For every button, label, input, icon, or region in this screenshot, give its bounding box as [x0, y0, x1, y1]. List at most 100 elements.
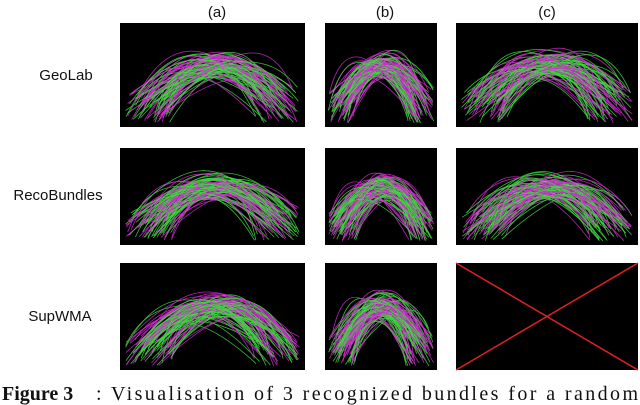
fiber	[171, 194, 265, 241]
row-label: RecoBundles	[13, 187, 102, 204]
fiber	[346, 311, 433, 356]
fiber	[127, 66, 295, 114]
fiber	[142, 184, 270, 233]
fiber	[125, 55, 254, 117]
fiber	[331, 185, 431, 232]
column-label: (a)	[208, 4, 226, 21]
fiber	[331, 75, 419, 123]
fiber	[462, 185, 624, 237]
fiber	[142, 61, 280, 105]
fiber	[135, 71, 271, 108]
fiber	[143, 302, 284, 345]
fiber	[464, 60, 607, 116]
fiber	[327, 62, 414, 117]
fiber	[125, 189, 299, 230]
fiber	[168, 310, 267, 362]
fiber	[136, 74, 280, 122]
fiber	[147, 302, 298, 356]
fiber	[498, 177, 588, 223]
fiber	[161, 186, 274, 234]
fiber	[328, 189, 415, 238]
fiber	[338, 180, 431, 228]
fiber	[139, 57, 289, 96]
fiber	[167, 304, 263, 353]
column-label: (c)	[538, 4, 556, 21]
fiber	[501, 74, 596, 120]
fiber	[474, 70, 606, 123]
fiber	[465, 190, 622, 232]
fiber	[336, 302, 422, 338]
fiber	[349, 321, 411, 362]
fiber	[150, 316, 298, 355]
fiber	[492, 187, 613, 231]
fiber	[341, 308, 431, 362]
fiber	[154, 62, 298, 123]
fiber	[343, 300, 434, 345]
fiber	[348, 180, 418, 236]
fiber	[496, 68, 633, 121]
fiber	[351, 49, 419, 94]
fiber	[171, 190, 286, 241]
fiber	[468, 52, 624, 115]
fiber	[351, 182, 424, 235]
fiber	[353, 314, 426, 366]
fiber	[345, 192, 410, 230]
fiber	[143, 187, 269, 228]
fiber	[465, 183, 600, 241]
fiber	[350, 309, 411, 358]
fiber	[466, 195, 606, 233]
fiber	[131, 188, 298, 237]
fiber	[352, 60, 424, 99]
fiber	[334, 185, 427, 240]
fiber	[482, 64, 632, 109]
fiber	[354, 186, 433, 233]
fiber	[132, 300, 293, 361]
fiber	[498, 54, 631, 119]
column-label: (b)	[376, 4, 394, 21]
row-label: GeoLab	[39, 67, 92, 84]
fiber	[481, 60, 633, 121]
fiber	[341, 292, 425, 353]
fiber	[144, 313, 296, 355]
panel-grid	[120, 23, 639, 371]
fiber	[148, 198, 280, 238]
fiber	[125, 301, 274, 357]
fiber	[154, 56, 266, 102]
fiber	[170, 305, 267, 358]
fiber	[467, 49, 623, 103]
fiber	[333, 298, 412, 364]
fiber	[156, 65, 290, 119]
fiber	[162, 182, 293, 225]
fiber	[490, 197, 615, 239]
fiber	[140, 295, 294, 349]
fiber	[167, 182, 300, 233]
fiber	[153, 300, 275, 367]
fiber	[130, 180, 262, 235]
fiber	[165, 193, 258, 235]
fiber	[466, 182, 603, 241]
fiber	[350, 69, 424, 117]
fiber	[329, 199, 417, 240]
fiber	[465, 189, 595, 225]
fiber	[480, 179, 626, 228]
fiber	[501, 178, 630, 226]
fiber	[492, 179, 599, 229]
missing-mark	[455, 262, 639, 371]
fiber	[336, 307, 431, 363]
fiber	[472, 59, 599, 115]
fiber	[166, 299, 292, 349]
row-label: SupWMA	[28, 308, 91, 325]
fiber	[498, 192, 622, 229]
fiber	[479, 61, 612, 123]
fiber	[332, 183, 426, 240]
fiber	[471, 186, 589, 225]
fiber	[146, 291, 292, 338]
fiber	[334, 310, 409, 354]
fiber	[330, 187, 421, 226]
fiber	[335, 179, 418, 232]
caption-text: : Visualisation of 3 recognized bundles …	[96, 383, 638, 405]
fiber	[473, 186, 589, 240]
fiber	[332, 62, 418, 123]
fiber	[163, 305, 264, 361]
